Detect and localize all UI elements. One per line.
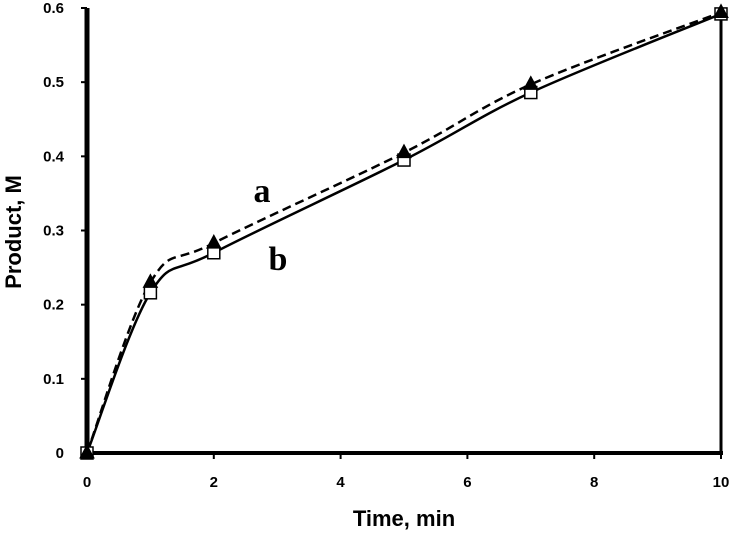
x-tick-label: 8 [590, 474, 598, 491]
series-markers [79, 3, 729, 460]
y-tick-label: 0.6 [43, 0, 64, 17]
y-tick-label: 0 [56, 445, 64, 462]
x-tick-label: 2 [210, 474, 218, 491]
y-tick-label: 0.4 [43, 148, 65, 165]
data-point-a [396, 143, 412, 159]
data-point-a [142, 273, 159, 288]
x-axis-title: Time, min [353, 506, 455, 531]
y-axis-title: Product, M [1, 175, 26, 289]
series-line-b [85, 12, 722, 454]
data-point-a [713, 3, 729, 18]
x-tick-label: 4 [336, 474, 345, 491]
series-label-a: a [254, 173, 271, 210]
series-lines [85, 11, 722, 454]
axes [84, 8, 723, 455]
series-label-b: b [269, 241, 288, 278]
x-tick-label: 10 [713, 474, 730, 491]
x-tick-label: 6 [463, 474, 471, 491]
tick-marks [81, 7, 722, 459]
y-tick-label: 0.3 [43, 223, 64, 240]
y-tick-label: 0.5 [43, 74, 64, 91]
x-tick-label: 0 [83, 474, 91, 491]
series-line-a [85, 11, 722, 454]
data-point-a [205, 234, 222, 249]
data-point-a [522, 75, 539, 90]
tick-labels: 0 0.1 0.2 0.3 0.4 0.5 0.6 0 2 4 6 8 10 [43, 0, 729, 491]
data-point-a [79, 443, 95, 459]
y-tick-label: 0.2 [43, 297, 64, 314]
data-point-b [143, 286, 158, 300]
y-tick-label: 0.1 [43, 371, 64, 388]
